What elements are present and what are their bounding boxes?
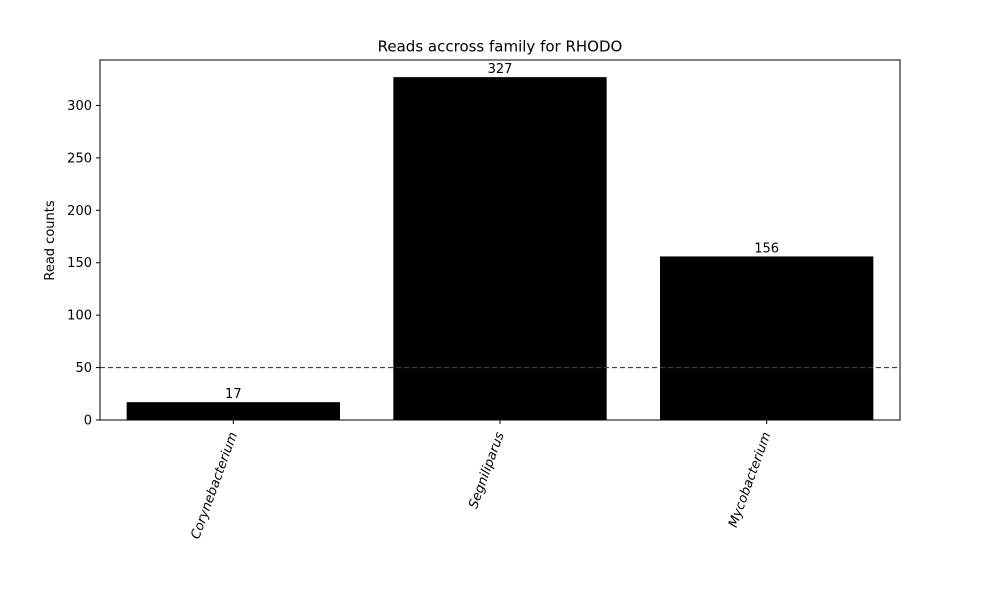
bar-mycobacterium <box>660 256 874 420</box>
bars-layer <box>126 77 874 421</box>
y-tick-label: 300 <box>67 99 92 114</box>
y-tick-label: 200 <box>67 204 92 219</box>
y-ticks-layer: 0 50 100 150 200 250 300 <box>67 99 100 429</box>
bar-segniliparus <box>393 77 607 421</box>
y-tick-label: 150 <box>67 256 92 271</box>
data-labels-layer: 17 327 156 <box>225 62 779 402</box>
bar-corynebacterium <box>126 402 341 420</box>
data-label-segniliparus: 327 <box>488 62 513 77</box>
y-tick-label: 50 <box>75 361 92 376</box>
y-tick-label: 0 <box>84 414 92 429</box>
data-label-mycobacterium: 156 <box>754 241 779 256</box>
y-axis-label: Read counts <box>43 200 58 280</box>
y-tick-label: 250 <box>67 151 92 166</box>
y-tick-label: 100 <box>67 309 92 324</box>
data-label-corynebacterium: 17 <box>225 387 242 402</box>
chart-title: Reads accross family for RHODO <box>378 38 623 56</box>
